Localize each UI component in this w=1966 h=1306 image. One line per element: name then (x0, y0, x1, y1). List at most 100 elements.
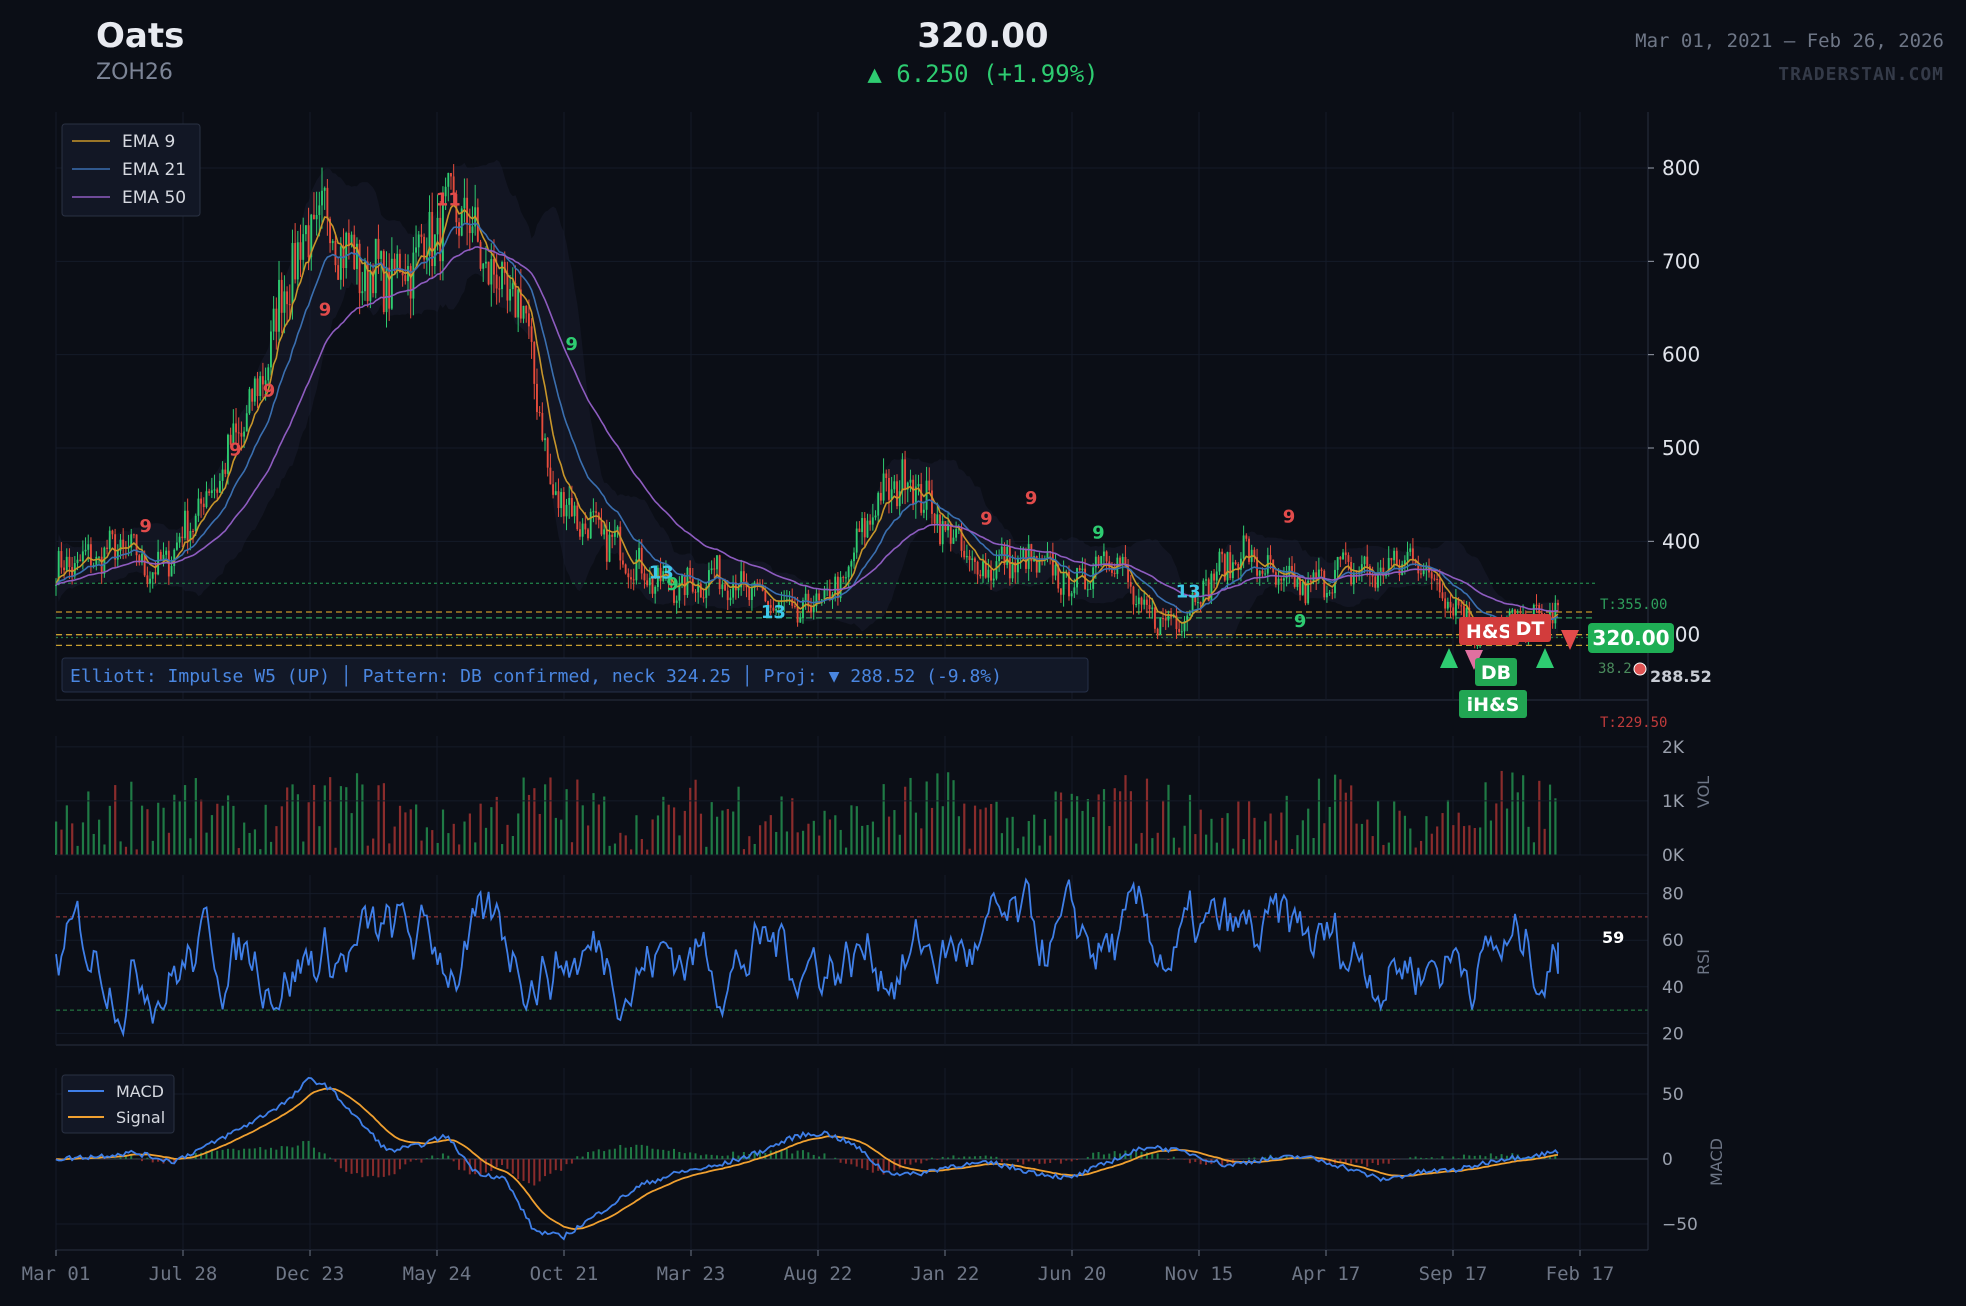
volume-bar (1178, 847, 1181, 855)
candle-body (1213, 573, 1216, 581)
candle-body (245, 413, 248, 432)
candle-body (243, 431, 246, 437)
volume-bar (1264, 821, 1267, 855)
td-count-label: 9 (980, 509, 993, 530)
candle-body (1089, 588, 1092, 590)
macd-histogram-bar (1167, 1159, 1170, 1161)
macd-histogram-bar (533, 1159, 536, 1186)
candle-body (1379, 567, 1382, 574)
price-y-tick-label: 400 (1662, 529, 1700, 553)
volume-bar (1097, 794, 1100, 855)
candle-body (1229, 552, 1232, 579)
candle-body (1119, 557, 1121, 564)
candle-body (1325, 592, 1328, 598)
candle-body (689, 567, 692, 579)
volume-bar (318, 826, 321, 855)
candle-body (227, 434, 229, 474)
candle-body (1436, 579, 1439, 581)
macd-histogram-bar (1253, 1157, 1256, 1159)
macd-histogram-bar (114, 1158, 117, 1159)
macd-histogram-bar (329, 1157, 332, 1159)
candle-body (114, 534, 117, 560)
macd-histogram-bar (173, 1159, 176, 1164)
candle-body (603, 529, 606, 535)
volume-bar (1226, 813, 1229, 855)
candle-body (842, 577, 845, 579)
volume-bar (1188, 794, 1192, 855)
candle-body (466, 197, 469, 225)
candle-body (1215, 571, 1218, 581)
rsi-y-tick-label: 60 (1662, 931, 1684, 951)
macd-histogram-bar (253, 1148, 256, 1159)
macd-histogram-bar (1065, 1159, 1068, 1161)
candle-body (487, 261, 490, 285)
candle-body (729, 597, 732, 601)
macd-histogram-bar (388, 1159, 391, 1176)
candle-body (331, 240, 334, 244)
rsi-last-label: 59 (1602, 928, 1624, 947)
candle-body (1387, 557, 1390, 573)
price-change: ▲ 6.250 (+1.99%) (867, 60, 1099, 88)
candle-body (552, 484, 555, 495)
volume-bar (1113, 788, 1116, 855)
candle-body (202, 503, 205, 508)
candle-body (987, 569, 990, 578)
td-count-label: 9 (1092, 523, 1105, 544)
volume-bar (662, 796, 665, 855)
rsi-panel: 20 40 60 80 (55, 877, 1684, 1044)
macd-histogram-bar (221, 1149, 224, 1159)
candle-body (1000, 546, 1003, 556)
macd-histogram-bar (1371, 1159, 1374, 1164)
candle-body (393, 258, 396, 271)
volume-bar (1441, 813, 1444, 855)
macd-histogram-bar (694, 1153, 697, 1159)
macd-histogram-bar (1092, 1152, 1095, 1159)
candle-body (1022, 549, 1025, 558)
volume-bar (1129, 791, 1132, 855)
candle-body (1452, 607, 1455, 616)
candle-body (181, 536, 184, 539)
volume-bar (941, 806, 944, 855)
volume-bar (1108, 826, 1111, 855)
candle-body (1425, 565, 1428, 571)
volume-bar (1215, 842, 1218, 855)
volume-bar (1156, 832, 1159, 855)
candle-body (471, 226, 474, 234)
volume-bar (887, 816, 891, 855)
candle-body (732, 582, 735, 598)
volume-bar (1038, 845, 1041, 855)
candle-body (1414, 559, 1417, 564)
candle-body (291, 242, 294, 305)
candle-body (294, 242, 297, 280)
volume-bar (1076, 796, 1079, 855)
candle-body (1328, 592, 1331, 594)
candle-body (1140, 597, 1143, 605)
volume-bar (1548, 784, 1552, 855)
macd-histogram-bar (549, 1159, 552, 1174)
volume-bar (560, 819, 563, 855)
macd-histogram-bar (140, 1159, 143, 1162)
macd-histogram-bar (522, 1159, 525, 1181)
macd-histogram-bar (243, 1148, 246, 1159)
axes: Mar 01 Jul 28 Dec 23 May 24 Oct 21 Mar 23 Aug … (22, 112, 1700, 1285)
macd-histogram-bar (1387, 1159, 1390, 1164)
candle-body (1554, 602, 1557, 624)
candle-body (1535, 604, 1538, 606)
candle-body (1331, 592, 1334, 594)
macd-histogram-bar (646, 1145, 649, 1159)
macd-histogram-bar (1135, 1151, 1138, 1159)
td-count-label: 9 (565, 334, 578, 355)
macd-histogram-bar (667, 1150, 670, 1159)
volume-bar (1398, 810, 1401, 855)
macd-histogram-bar (1425, 1158, 1428, 1159)
candle-body (702, 597, 705, 599)
volume-bar (742, 849, 746, 855)
candle-body (447, 173, 450, 187)
macd-histogram-bar (1409, 1157, 1412, 1159)
candle-body (65, 556, 68, 571)
candle-body (270, 331, 272, 368)
candle-body (1148, 604, 1151, 610)
macd-histogram-bar (1221, 1159, 1224, 1166)
candle-body (1291, 565, 1293, 574)
candle-body (1457, 599, 1460, 606)
